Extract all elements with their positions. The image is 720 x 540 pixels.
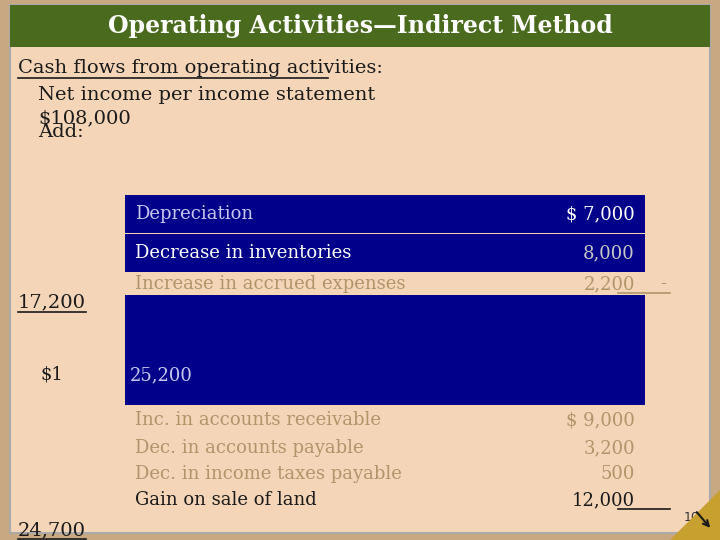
Bar [10,5,710,47]
Text: 3,200: 3,200 [583,439,635,457]
Bar [125,195,645,233]
Text: Gain on sale of land: Gain on sale of land [135,491,317,509]
Text: Add:: Add: [38,123,84,141]
Text: $108,000: $108,000 [38,109,131,127]
Text: Decrease in inventories: Decrease in inventories [135,244,351,262]
Text: 500: 500 [600,465,635,483]
Bar [125,295,645,405]
Text: -: - [660,275,666,293]
Text: Cash flows from operating activities:: Cash flows from operating activities: [18,59,383,77]
Text: Depreciation: Depreciation [135,205,253,223]
Text: $1: $1 [40,366,63,384]
Text: 10: 10 [684,511,700,524]
Text: $ 7,000: $ 7,000 [566,205,635,223]
Polygon shape [670,490,720,540]
Text: 2,200: 2,200 [583,275,635,293]
Text: Net income per income statement: Net income per income statement [38,86,375,104]
Text: 17,200: 17,200 [18,293,86,311]
Text: 8,000: 8,000 [583,244,635,262]
Text: 12,000: 12,000 [572,491,635,509]
Bar [125,234,645,272]
Text: Inc. in accounts receivable: Inc. in accounts receivable [135,411,381,429]
Text: Increase in accrued expenses: Increase in accrued expenses [135,275,405,293]
Text: Dec. in accounts payable: Dec. in accounts payable [135,439,364,457]
Text: $ 9,000: $ 9,000 [566,411,635,429]
Text: Operating Activities—Indirect Method: Operating Activities—Indirect Method [107,14,613,38]
Text: 24,700: 24,700 [18,521,86,539]
Text: 25,200: 25,200 [130,366,193,384]
Text: Dec. in income taxes payable: Dec. in income taxes payable [135,465,402,483]
